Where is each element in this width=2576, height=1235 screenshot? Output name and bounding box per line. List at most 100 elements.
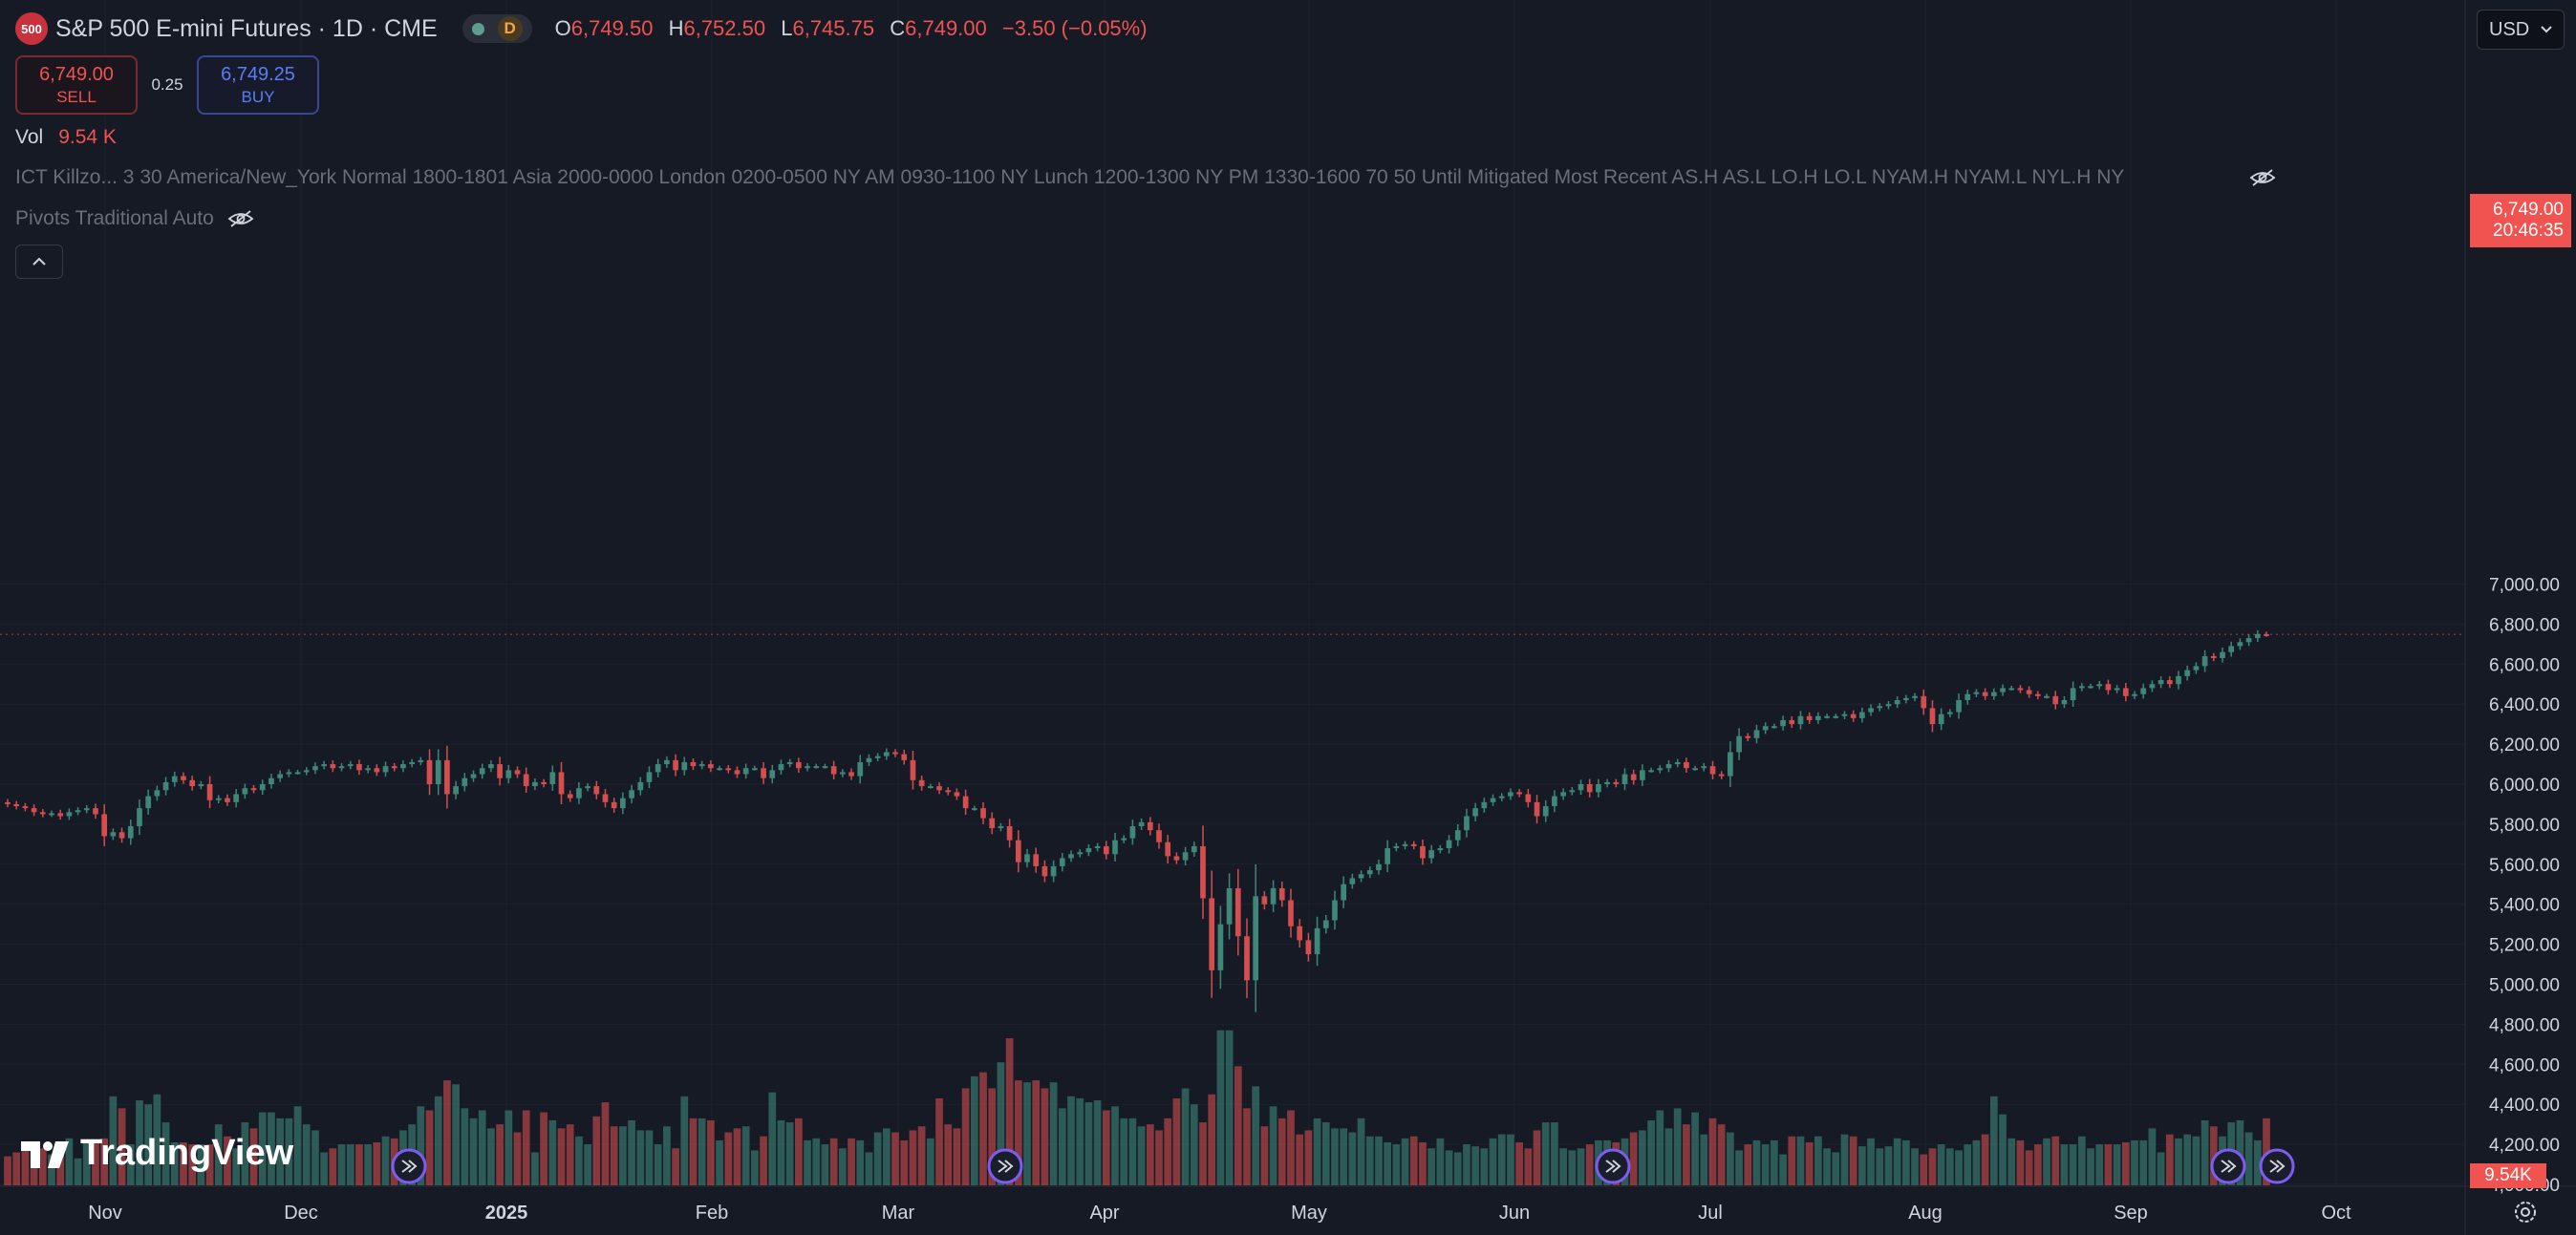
volume-bar — [1876, 1148, 1884, 1185]
price-axis-label: 6,200.00 — [2489, 735, 2560, 756]
volume-bar — [1700, 1134, 1708, 1185]
volume-bar — [1208, 1094, 1216, 1185]
volume-bar — [1023, 1082, 1031, 1185]
candle-body — [1947, 712, 1953, 714]
volume-bar — [1357, 1118, 1365, 1185]
collapse-legend-button[interactable] — [15, 245, 63, 279]
candle-body — [1385, 848, 1391, 864]
volume-bar — [1480, 1148, 1489, 1185]
candle-body — [1278, 887, 1285, 901]
candle-body — [1640, 770, 1645, 780]
volume-bar — [1893, 1138, 1901, 1185]
market-status-pill[interactable]: D — [462, 14, 532, 43]
bar-countdown: 20:46:35 — [2493, 221, 2564, 241]
settings-gear-icon[interactable] — [2511, 1198, 2540, 1226]
volume-bar — [1920, 1154, 1928, 1185]
candle-body — [1630, 774, 1637, 780]
candle-body — [321, 764, 327, 767]
volume-bar — [1779, 1154, 1787, 1185]
candle-body — [1859, 712, 1865, 718]
volume-bar — [1453, 1152, 1462, 1185]
candle-body — [1912, 695, 1918, 698]
buy-button[interactable]: 6,749.25 BUY — [197, 55, 319, 115]
pivots-text: Pivots Traditional Auto — [15, 207, 214, 229]
symbol-title[interactable]: S&P 500 E-mini Futures · 1D · CME — [55, 14, 438, 42]
candle-body — [1498, 796, 1505, 798]
candle-body — [75, 810, 81, 813]
candle-body — [206, 784, 213, 800]
time-axis-label: Aug — [1908, 1203, 1943, 1224]
lightning-marker-icon — [2259, 1148, 2295, 1184]
volume-bar — [2244, 1132, 2253, 1185]
candle-body — [1376, 863, 1382, 871]
volume-bar — [153, 1094, 161, 1185]
volume-bar — [2007, 1138, 2016, 1185]
candle-body — [1006, 825, 1013, 841]
price-axis-label: 6,800.00 — [2489, 615, 2560, 635]
volume-bar — [741, 1126, 750, 1185]
candle-body — [1437, 848, 1444, 851]
candle-body — [541, 781, 547, 784]
event-marker-icon — [1595, 1148, 1631, 1184]
volume-bar — [302, 1124, 311, 1185]
close-label: C — [890, 16, 906, 40]
candle-body — [1481, 801, 1488, 809]
ict-killzones-legend[interactable]: ICT Killzo... 3 30 America/New_York Norm… — [15, 166, 2124, 189]
candle-body — [620, 798, 626, 809]
volume-bar — [1752, 1139, 1761, 1185]
candle-body — [901, 754, 908, 760]
candle-body — [1349, 878, 1356, 884]
volume-bar — [1471, 1146, 1480, 1185]
candle-body — [673, 759, 678, 771]
volume-bar — [1076, 1097, 1084, 1185]
candle-body — [1903, 697, 1909, 701]
candle-body — [338, 766, 345, 769]
volume-bar — [1146, 1124, 1154, 1185]
candle-body — [225, 798, 230, 802]
volume-bar — [21, 1148, 30, 1185]
volume-bar — [136, 1100, 143, 1185]
candle-body — [1226, 887, 1233, 925]
candle-body — [2070, 688, 2076, 701]
candle-body — [1314, 927, 1320, 955]
tradingview-logo[interactable]: TradingView — [19, 1133, 293, 1174]
volume-bar — [144, 1104, 153, 1185]
candle-body — [374, 768, 380, 773]
pivots-legend[interactable]: Pivots Traditional Auto — [15, 207, 254, 230]
currency-select[interactable]: USD — [2477, 10, 2565, 50]
eye-hidden-icon[interactable] — [227, 209, 254, 228]
volume-indicator-legend[interactable]: Vol 9.54 K — [15, 126, 117, 149]
time-axis-label: Nov — [88, 1203, 122, 1224]
candle-body — [22, 806, 29, 809]
volume-bar — [1507, 1134, 1514, 1185]
volume-bar — [443, 1080, 451, 1185]
sell-button[interactable]: 6,749.00 SELL — [15, 55, 138, 115]
candle-body — [971, 808, 977, 811]
candle-body — [910, 759, 916, 780]
volume-bar — [680, 1096, 689, 1185]
volume-bar — [180, 1142, 187, 1185]
volume-bar — [812, 1138, 821, 1185]
volume-bar — [961, 1088, 970, 1185]
candle-body — [1050, 865, 1057, 877]
volume-bar — [1664, 1128, 1673, 1185]
candle-body — [127, 825, 134, 839]
candle-body — [1982, 692, 1988, 696]
candle-body — [742, 768, 749, 775]
candle-body — [2264, 633, 2269, 636]
volume-bar — [311, 1130, 319, 1185]
candle-body — [945, 790, 952, 793]
volume-bar — [205, 1144, 214, 1185]
symbol-logo[interactable]: 500 — [15, 12, 48, 45]
volume-bar — [373, 1142, 381, 1185]
volume-bar — [1577, 1148, 1585, 1185]
volume-bar — [2236, 1119, 2244, 1185]
candle-body — [391, 766, 397, 769]
volume-bar — [1691, 1112, 1699, 1185]
eye-hidden-icon[interactable] — [2249, 168, 2276, 187]
volume-bar — [1858, 1146, 1866, 1185]
candle-body — [1762, 726, 1769, 731]
volume-bar — [2033, 1144, 2042, 1185]
candle-body — [462, 777, 468, 787]
